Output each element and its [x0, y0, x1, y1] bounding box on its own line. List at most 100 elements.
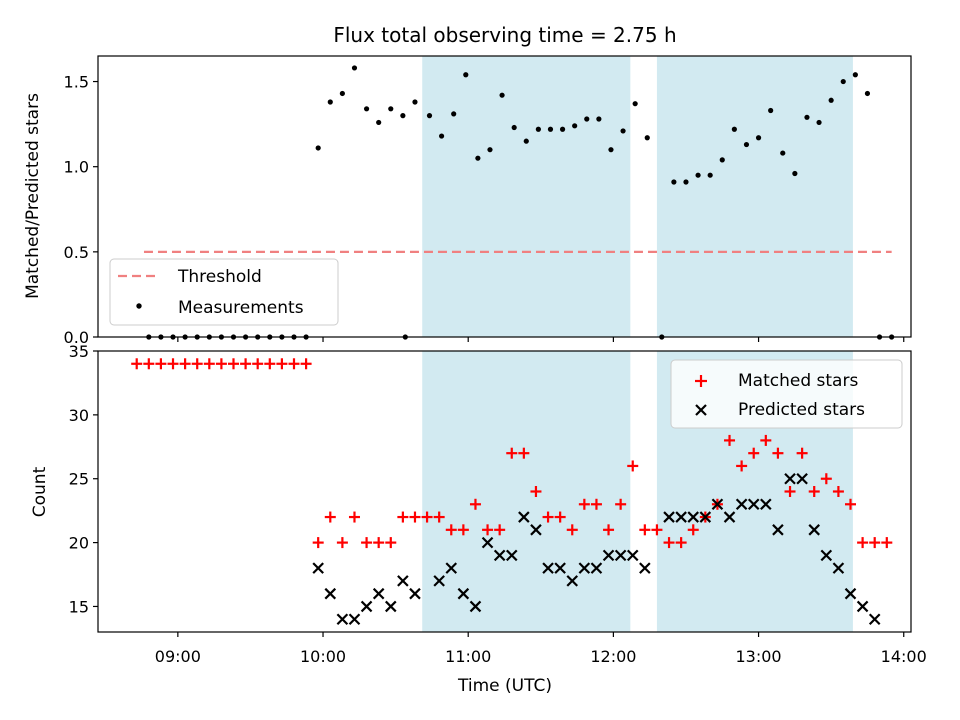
measurement-point — [572, 123, 578, 129]
matched-star-point — [578, 498, 590, 510]
predicted-star-point — [639, 562, 651, 574]
count-plot-frame — [97, 350, 912, 633]
measurement-point — [327, 99, 333, 105]
y-tick-label: 0.0 — [64, 328, 89, 347]
matched-star-point — [748, 447, 760, 459]
matched-star-point — [639, 524, 651, 536]
x-tick-label: 13:00 — [736, 647, 782, 666]
predicted-star-point — [796, 472, 808, 485]
legend-matched-swatch — [695, 375, 707, 387]
matched-star-point — [542, 511, 554, 523]
predicted-star-point — [384, 600, 397, 613]
predicted-star-point — [832, 562, 845, 574]
y-tick-label: 20 — [69, 534, 89, 553]
measurement-point — [644, 135, 650, 141]
measurement-point — [463, 72, 469, 78]
measurement-point — [547, 126, 554, 132]
predicted-star-point — [457, 587, 470, 600]
matched-star-point — [288, 358, 300, 370]
predicted-star-point — [578, 562, 591, 574]
measurement-point — [864, 90, 871, 97]
matched-star-point — [203, 358, 215, 370]
matched-star-point — [167, 358, 179, 370]
matched-star-point — [675, 537, 687, 549]
y-tick-label: 1.0 — [64, 158, 89, 177]
measurement-point — [584, 116, 590, 122]
predicted-star-point — [747, 498, 760, 511]
matched-star-point — [361, 537, 373, 549]
ratio-legend-box — [109, 258, 339, 326]
measurement-point — [671, 179, 677, 185]
measurement-point — [695, 172, 701, 178]
measurement-point — [400, 113, 406, 119]
matched-star-point — [252, 358, 264, 370]
matched-star-point — [627, 460, 639, 472]
predicted-star-point — [530, 524, 542, 536]
matched-star-point — [482, 524, 494, 536]
matched-star-point — [530, 486, 542, 497]
legend-threshold-label: Threshold — [177, 267, 262, 287]
measurement-point — [388, 106, 394, 112]
predicted-star-point — [820, 549, 833, 562]
predicted-star-point — [711, 498, 724, 511]
measurement-point — [363, 106, 370, 112]
predicted-star-point — [844, 587, 857, 600]
predicted-star-point — [433, 575, 445, 587]
measurement-point — [499, 92, 505, 98]
predicted-star-point — [554, 562, 566, 574]
ratio-plot-frame — [97, 55, 912, 338]
measurement-point — [475, 155, 481, 161]
predicted-star-points — [312, 472, 881, 626]
measurement-point — [426, 113, 433, 119]
measurement-point — [376, 119, 382, 126]
shaded-interval — [422, 351, 631, 632]
matched-star-point — [228, 358, 239, 370]
matched-star-point — [760, 434, 772, 446]
matched-star-point — [264, 358, 276, 370]
matched-star-point — [615, 498, 627, 510]
predicted-star-point — [397, 575, 409, 587]
legend-measurements-label: Measurements — [178, 298, 304, 318]
predicted-star-point — [445, 562, 458, 574]
legend-predicted-label: Predicted stars — [738, 400, 865, 420]
matched-star-point — [312, 537, 324, 549]
predicted-star-point — [772, 524, 784, 536]
x-tick-label: 10:00 — [300, 647, 346, 666]
matched-star-point — [300, 358, 312, 370]
ratio-shaded-intervals — [422, 56, 853, 337]
ratio-y-axis-label: Matched/Predicted stars — [23, 93, 43, 299]
predicted-star-point — [735, 498, 748, 511]
matched-star-point — [832, 486, 844, 497]
x-tick-label: 12:00 — [590, 647, 636, 666]
matched-star-point — [554, 511, 566, 523]
matched-star-point — [179, 358, 191, 370]
measurement-point — [632, 101, 638, 107]
y-tick-label: 30 — [69, 406, 89, 425]
matched-star-point — [469, 498, 481, 510]
measurement-point — [315, 145, 321, 151]
predicted-star-point — [336, 613, 349, 626]
predicted-star-point — [760, 498, 772, 511]
predicted-star-point — [856, 600, 869, 613]
matched-star-point — [736, 460, 748, 472]
predicted-star-point — [590, 562, 603, 574]
matched-star-point — [857, 537, 869, 549]
predicted-star-point — [784, 472, 796, 485]
matched-star-points — [131, 358, 893, 549]
matched-star-point — [348, 511, 360, 523]
measurement-point — [487, 147, 493, 153]
predicted-star-point — [518, 511, 530, 523]
count-legend-box — [670, 359, 903, 429]
measurement-point — [852, 72, 858, 78]
matched-star-point — [845, 498, 857, 510]
measurement-point — [719, 157, 725, 163]
matched-star-point — [143, 358, 155, 370]
matched-star-point — [276, 358, 288, 370]
measurement-point — [620, 128, 626, 134]
predicted-star-point — [663, 511, 675, 523]
figure-title: Flux total observing time = 2.75 h — [333, 23, 676, 47]
matched-star-point — [240, 358, 252, 370]
shaded-interval — [656, 56, 853, 337]
matched-star-point — [336, 537, 348, 549]
y-tick-label: 35 — [69, 342, 89, 361]
